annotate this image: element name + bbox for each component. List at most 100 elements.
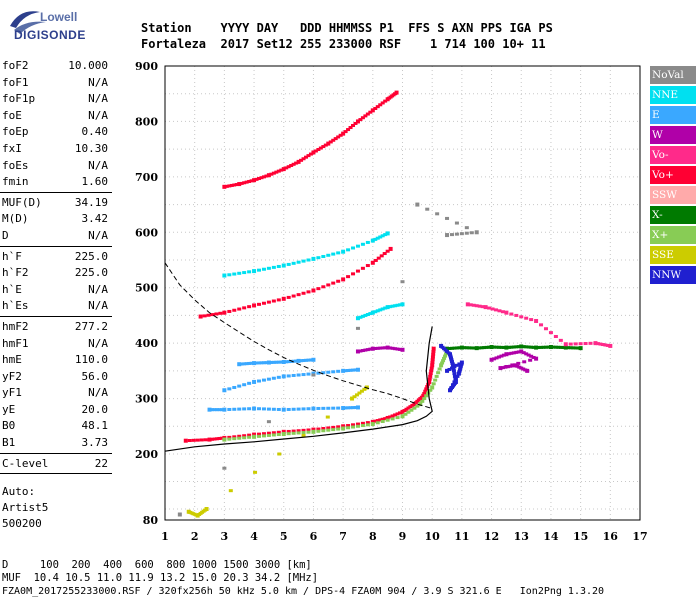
- trace-point: [563, 342, 568, 347]
- trace-point: [526, 353, 531, 357]
- param-label: foE: [2, 108, 22, 122]
- trace-point: [257, 177, 262, 181]
- trace-point: [207, 437, 212, 442]
- trace-point: [524, 352, 529, 356]
- trace-point: [232, 183, 237, 187]
- trace-point: [203, 438, 208, 442]
- param-label: B0: [2, 419, 16, 433]
- x-tick-label: 17: [632, 530, 647, 543]
- trace-point: [306, 154, 311, 158]
- trace-point: [457, 370, 462, 374]
- param-value: 1.60: [81, 175, 109, 189]
- trace-point: [457, 368, 462, 372]
- y-tick-label: 900: [135, 60, 158, 73]
- legend-entry-vo-: Vo-: [650, 146, 696, 164]
- trace-point: [380, 307, 385, 311]
- trace-point: [355, 349, 360, 354]
- trace-point: [316, 429, 321, 433]
- trace-point: [380, 101, 385, 105]
- trace-point: [454, 346, 459, 350]
- trace-point: [291, 429, 296, 433]
- trace-point: [214, 312, 219, 316]
- trace-point: [217, 436, 222, 440]
- trace-point: [388, 346, 393, 350]
- trace-point: [385, 305, 390, 310]
- trace-point: [436, 371, 441, 375]
- trace-point: [553, 334, 558, 338]
- trace-point: [368, 347, 373, 351]
- trace-point: [308, 152, 313, 156]
- trace-point: [593, 341, 598, 346]
- trace-point: [219, 408, 224, 412]
- trace-point: [222, 437, 227, 442]
- trace-point: [427, 379, 432, 384]
- trace-point: [483, 305, 488, 310]
- trace-point: [385, 231, 390, 236]
- trace-point: [355, 316, 360, 321]
- trace-point: [227, 273, 232, 277]
- param-label: yE: [2, 402, 16, 416]
- trace-point: [468, 303, 473, 307]
- trace-point: [249, 361, 254, 365]
- trace-point: [257, 268, 262, 272]
- trace-point: [431, 382, 436, 386]
- trace-point: [428, 374, 433, 378]
- trace-point: [214, 437, 219, 441]
- trace-point: [358, 349, 363, 353]
- trace-point: [370, 260, 375, 265]
- trace-point: [528, 358, 533, 362]
- param-row: foF2 10.000: [0, 58, 112, 75]
- trace-point: [422, 391, 427, 395]
- trace-point: [276, 375, 281, 379]
- x-tick-label: 5: [280, 530, 288, 543]
- trace-point: [195, 438, 200, 442]
- trace-point: [568, 346, 573, 350]
- trace-10: [355, 345, 405, 354]
- trace-point: [242, 271, 247, 275]
- trace-point: [326, 426, 331, 430]
- y-tick-label: 500: [135, 282, 158, 295]
- trace-point: [524, 316, 529, 320]
- trace-point: [247, 305, 252, 309]
- trace-point: [455, 374, 460, 378]
- footer-muf-row: MUF 10.4 10.5 11.0 11.9 13.2 15.0 20.3 3…: [2, 572, 319, 584]
- trace-point: [442, 356, 447, 360]
- trace-point: [266, 173, 271, 178]
- trace-4: [207, 405, 360, 412]
- trace-point: [232, 272, 237, 276]
- trace-point: [563, 345, 568, 350]
- trace-point: [264, 174, 269, 178]
- trace-point: [448, 354, 453, 358]
- dashed-profile-line: [164, 262, 433, 409]
- trace-point: [266, 433, 271, 437]
- x-tick-labels: 1 2 3 4 5 6 7 8 9 10 11 12 13 14 15 16 17: [161, 530, 647, 543]
- trace-point: [301, 359, 306, 363]
- trace-point: [351, 425, 356, 429]
- trace-point: [355, 424, 360, 428]
- trace-point: [501, 345, 506, 349]
- trace-point: [398, 411, 403, 415]
- trace-point: [543, 327, 548, 331]
- trace-point: [331, 281, 336, 285]
- trace-point: [271, 360, 276, 364]
- param-value: N/A: [88, 228, 108, 242]
- trace-point: [380, 234, 385, 238]
- trace-point: [276, 407, 281, 411]
- trace-point: [383, 306, 388, 310]
- trace-point: [497, 309, 502, 313]
- trace-point: [198, 314, 203, 319]
- trace-0: [183, 346, 436, 443]
- trace-point: [286, 374, 291, 378]
- trace-point: [232, 308, 237, 312]
- trace-point: [355, 119, 360, 124]
- trace-point: [424, 394, 429, 398]
- trace-point: [514, 313, 519, 317]
- trace-point: [608, 343, 613, 348]
- y-tick-label: 800: [135, 115, 158, 128]
- trace-point: [326, 253, 331, 257]
- x-tick-label: 11: [454, 530, 469, 543]
- trace-point: [232, 407, 237, 411]
- trace-point: [218, 311, 223, 315]
- trace-point: [434, 374, 439, 378]
- trace-point: [500, 366, 505, 370]
